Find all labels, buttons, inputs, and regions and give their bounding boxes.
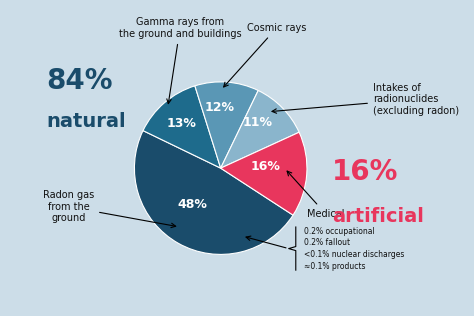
- Wedge shape: [143, 86, 221, 168]
- Wedge shape: [195, 82, 258, 168]
- Text: 16%: 16%: [332, 158, 399, 186]
- Text: Radon gas
from the
ground: Radon gas from the ground: [43, 190, 176, 228]
- Text: 48%: 48%: [177, 198, 207, 211]
- Text: Cosmic rays: Cosmic rays: [224, 23, 306, 87]
- Text: ≈0.1% products: ≈0.1% products: [304, 262, 365, 270]
- Text: Gamma rays from
the ground and buildings: Gamma rays from the ground and buildings: [119, 17, 241, 104]
- Text: <0.1% nuclear discharges: <0.1% nuclear discharges: [304, 250, 404, 259]
- Text: artificial: artificial: [332, 207, 424, 226]
- Text: 11%: 11%: [243, 116, 273, 129]
- Text: Medical: Medical: [287, 171, 345, 219]
- Wedge shape: [221, 90, 299, 168]
- Text: 0.2% occupational: 0.2% occupational: [304, 227, 374, 235]
- Text: 0.2% fallout: 0.2% fallout: [304, 238, 350, 247]
- Text: 16%: 16%: [251, 160, 281, 173]
- Wedge shape: [135, 131, 293, 254]
- Text: 84%: 84%: [46, 67, 113, 95]
- Text: 12%: 12%: [205, 101, 235, 114]
- Text: 13%: 13%: [167, 117, 197, 131]
- Text: Intakes of
radionuclides
(excluding radon): Intakes of radionuclides (excluding rado…: [272, 82, 459, 116]
- Wedge shape: [221, 132, 307, 215]
- Text: natural: natural: [46, 112, 126, 131]
